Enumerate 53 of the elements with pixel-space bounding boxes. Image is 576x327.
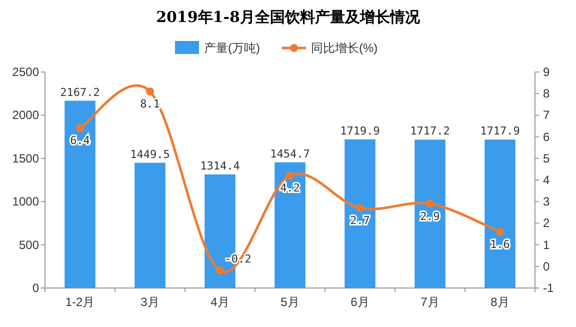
y-tick-label: 2000 (12, 108, 40, 122)
y-tick-label: 500 (18, 238, 40, 252)
y-tick-label: 1000 (12, 194, 40, 209)
data-label: 1717.2 (410, 124, 450, 138)
x-tick-label: 5月 (280, 295, 300, 309)
chart-title: 2019年1-8月全国饮料产量及增长情况 (156, 8, 421, 26)
y2-tick-label: 1 (543, 238, 550, 252)
y2-tick-label: 9 (543, 65, 550, 79)
data-label: 6.4 (70, 134, 90, 148)
point (76, 124, 84, 132)
data-label: 2.7 (350, 214, 370, 228)
y2-tick-label: 5 (543, 151, 550, 166)
point (146, 87, 154, 96)
x-tick-label: 8月 (490, 295, 510, 309)
y-tick-label: 2500 (12, 65, 40, 79)
data-label: 1719.9 (340, 124, 380, 138)
data-label: 1454.7 (270, 147, 310, 160)
bar (344, 139, 376, 288)
bar (64, 100, 96, 288)
y2-tick-label: 6 (543, 130, 550, 144)
bar (414, 140, 446, 288)
y2-tick-label: 2 (543, 216, 550, 230)
point (496, 228, 504, 236)
legend-label: 同比增长(%) (311, 41, 378, 55)
legend-label: 产量(万吨) (204, 41, 260, 55)
bar (134, 162, 166, 288)
y2-tick-label: 4 (543, 173, 550, 187)
data-label: -0.2 (224, 252, 252, 266)
data-label: 4.2 (280, 182, 300, 195)
point (356, 204, 364, 212)
x-tick-label: 6月 (350, 295, 370, 309)
bar (484, 140, 516, 288)
y2-tick-label: -1 (543, 281, 554, 295)
y2-tick-label: 7 (543, 108, 550, 122)
data-label: 1717.9 (480, 124, 520, 138)
bar (274, 162, 306, 288)
y2-tick-label: 3 (543, 194, 550, 209)
x-tick-label: 1-2月 (65, 295, 95, 309)
data-label: 1314.4 (200, 159, 240, 172)
data-label: 1449.5 (130, 148, 170, 161)
x-tick-label: 7月 (420, 295, 440, 309)
x-tick-label: 3月 (140, 295, 160, 309)
y2-tick-label: 0 (543, 259, 550, 274)
point (286, 172, 294, 180)
x-tick-label: 4月 (210, 295, 230, 309)
y-tick-label: 0 (32, 281, 40, 295)
y2-tick-label: 8 (543, 86, 550, 101)
data-label: 2.9 (420, 210, 440, 223)
y-tick-label: 1500 (12, 151, 40, 166)
data-label: 1.6 (490, 238, 510, 251)
point (216, 266, 224, 275)
point (426, 200, 434, 208)
data-label: 2167.2 (60, 86, 100, 99)
